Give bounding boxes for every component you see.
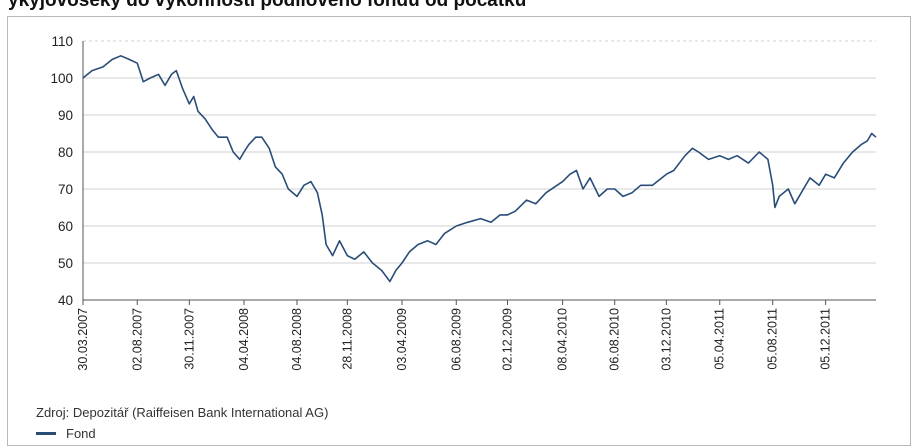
x-tick-label: 04.04.2008 xyxy=(237,308,251,371)
page-title-partial: ýkyjovoseky do výkonnosti podílového fon… xyxy=(8,0,527,11)
y-tick-label: 40 xyxy=(58,293,73,308)
x-tick-label: 05.12.2011 xyxy=(819,308,833,370)
x-tick-label: 03.12.2010 xyxy=(659,308,673,371)
chart-panel: 40 50 60 70 80 90 100 110 30.03.2007 02.08.2007 30… xyxy=(7,16,911,446)
series-line-fond xyxy=(82,55,877,283)
y-tick-label: 80 xyxy=(58,145,73,160)
x-tick-label: 02.08.2007 xyxy=(130,308,144,371)
chart-legend: Fond xyxy=(36,426,96,441)
x-tick-label: 30.11.2007 xyxy=(182,308,196,370)
source-note: Zdroj: Depozitář (Raiffeisen Bank Intern… xyxy=(36,405,329,420)
x-tick-label: 30.03.2007 xyxy=(76,308,90,371)
x-tick-label: 05.08.2011 xyxy=(766,308,780,370)
line-chart: 40 50 60 70 80 90 100 110 30.03.2007 02.08.2007 30… xyxy=(50,34,877,371)
y-tick-label: 90 xyxy=(58,108,73,123)
x-tick-label: 06.08.2010 xyxy=(608,308,622,371)
y-tick-label: 50 xyxy=(58,256,73,271)
x-tick-label: 04.08.2008 xyxy=(290,308,304,371)
y-tick-label: 60 xyxy=(58,219,73,234)
y-tick-label: 110 xyxy=(51,34,73,49)
legend-label-fond: Fond xyxy=(66,426,96,441)
y-tick-label: 70 xyxy=(58,182,73,197)
legend-swatch-fond xyxy=(36,432,56,435)
x-tick-label: 08.04.2010 xyxy=(556,308,570,371)
x-tick-label: 28.11.2008 xyxy=(340,308,354,370)
x-tick-label: 02.12.2009 xyxy=(500,308,514,371)
x-tick-label: 06.08.2009 xyxy=(449,308,463,371)
x-tick-label: 03.04.2009 xyxy=(395,308,409,371)
y-tick-label: 100 xyxy=(50,71,73,86)
x-tick-label: 05.04.2011 xyxy=(713,308,727,370)
